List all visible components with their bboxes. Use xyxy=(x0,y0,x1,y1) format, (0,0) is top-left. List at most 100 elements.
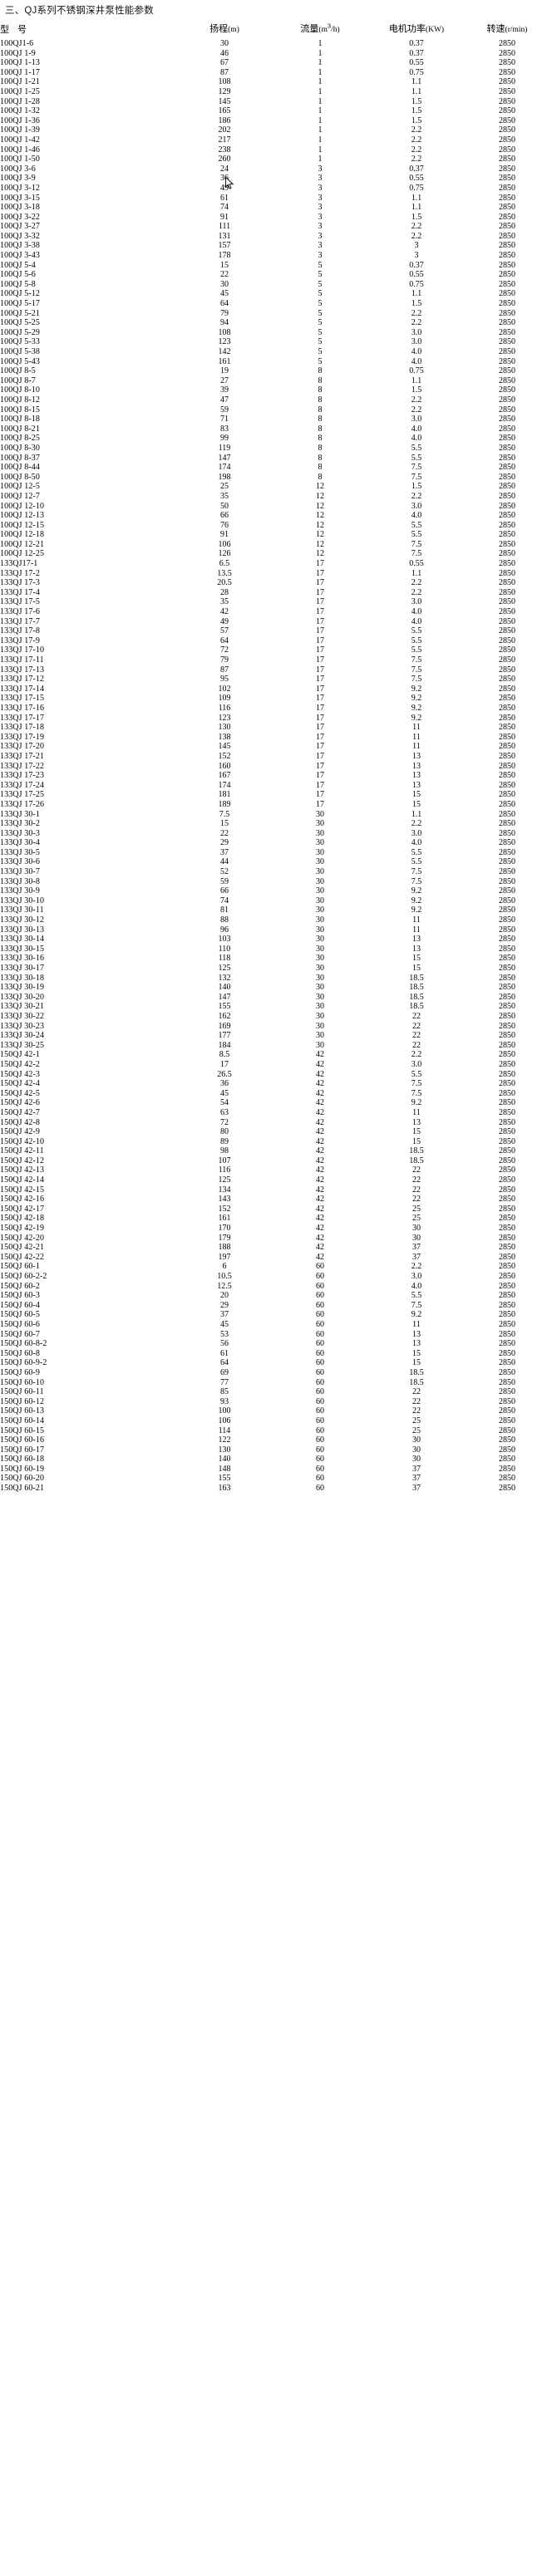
cell-head: 189 xyxy=(218,799,231,809)
cell-flow: 5 xyxy=(318,356,323,366)
cell-head: 64 xyxy=(220,635,229,645)
cell-model: 133QJ 30-12 xyxy=(0,915,45,925)
cell-head: 15 xyxy=(220,260,229,270)
cell-speed: 2850 xyxy=(499,1262,515,1272)
cell-head: 125 xyxy=(218,964,231,973)
cell-model: 133QJ 30-25 xyxy=(0,1040,45,1050)
cell-head: 35 xyxy=(220,597,229,607)
cell-speed: 2850 xyxy=(499,1272,515,1281)
cell-head: 46 xyxy=(220,48,229,58)
cell-speed: 2850 xyxy=(499,1339,515,1349)
cell-flow: 60 xyxy=(316,1319,324,1329)
cell-flow: 17 xyxy=(316,626,324,636)
cell-model: 150QJ 42-15 xyxy=(0,1185,45,1195)
cell-flow: 12 xyxy=(316,482,324,492)
cell-speed: 2850 xyxy=(499,1185,515,1195)
cell-power: 11 xyxy=(412,915,421,925)
cell-flow: 17 xyxy=(316,713,324,723)
cell-model: 133QJ 30-7 xyxy=(0,867,40,877)
cell-model: 150QJ 42-13 xyxy=(0,1165,45,1175)
table-row: 133QJ 17-18 130 17 11 2850 xyxy=(0,723,547,733)
cell-power: 5.5 xyxy=(411,626,422,636)
cell-power: 3.0 xyxy=(411,828,422,838)
cell-speed: 2850 xyxy=(499,115,515,125)
cell-speed: 2850 xyxy=(499,1117,515,1127)
cell-model: 150QJ 60-5 xyxy=(0,1310,40,1320)
cell-head: 6.5 xyxy=(219,559,230,569)
cell-power: 13 xyxy=(412,780,421,790)
cell-head: 30 xyxy=(220,39,229,48)
cell-flow: 42 xyxy=(316,1059,324,1069)
table-row: 150QJ 42-7 63 42 11 2850 xyxy=(0,1108,547,1118)
cell-head: 198 xyxy=(218,472,231,482)
table-row: 100QJ 5-33 123 5 3.0 2850 xyxy=(0,337,547,347)
cell-model: 133QJ 17-13 xyxy=(0,665,45,675)
cell-model: 100QJ 1-28 xyxy=(0,96,40,106)
cell-speed: 2850 xyxy=(499,356,515,366)
cell-model: 100QJ 1-50 xyxy=(0,155,40,164)
cell-speed: 2850 xyxy=(499,39,515,48)
cell-flow: 3 xyxy=(318,241,323,251)
cell-flow: 3 xyxy=(318,174,323,184)
cell-model: 150QJ 42-11 xyxy=(0,1146,44,1156)
cell-speed: 2850 xyxy=(499,973,515,983)
cell-head: 108 xyxy=(218,77,231,87)
cell-head: 47 xyxy=(220,395,229,405)
cell-speed: 2850 xyxy=(499,587,515,597)
cell-model: 150QJ 60-6 xyxy=(0,1319,40,1329)
cell-model: 150QJ 42-22 xyxy=(0,1252,45,1262)
cell-head: 22 xyxy=(220,828,229,838)
cell-speed: 2850 xyxy=(499,847,515,857)
cell-speed: 2850 xyxy=(499,1310,515,1320)
cell-head: 132 xyxy=(218,973,231,983)
cell-head: 162 xyxy=(218,1011,231,1021)
cell-model: 150QJ 42-10 xyxy=(0,1136,45,1146)
table-row: 133QJ 17-3 20.5 17 2.2 2850 xyxy=(0,578,547,588)
cell-flow: 60 xyxy=(316,1464,324,1474)
cell-power: 22 xyxy=(412,1396,421,1406)
table-row: 150QJ 42-20 179 42 30 2850 xyxy=(0,1234,547,1244)
cell-power: 5.5 xyxy=(411,635,422,645)
cell-power: 2.2 xyxy=(411,395,422,405)
cell-speed: 2850 xyxy=(499,155,515,164)
cell-speed: 2850 xyxy=(499,1425,515,1435)
cell-speed: 2850 xyxy=(499,231,515,241)
cell-flow: 30 xyxy=(316,915,324,925)
cell-flow: 1 xyxy=(318,135,323,145)
cell-model: 100QJ 5-17 xyxy=(0,299,40,309)
cell-model: 133QJ 17-25 xyxy=(0,790,45,800)
cell-model: 133QJ 30-16 xyxy=(0,954,45,964)
cell-head: 8.5 xyxy=(219,1050,230,1060)
cell-speed: 2850 xyxy=(499,453,515,463)
cell-power: 4.0 xyxy=(411,356,422,366)
cell-speed: 2850 xyxy=(499,549,515,559)
cell-flow: 17 xyxy=(316,587,324,597)
cell-power: 15 xyxy=(412,1358,421,1368)
cell-head: 52 xyxy=(220,867,229,877)
cell-model: 133QJ 17-17 xyxy=(0,713,45,723)
cell-speed: 2850 xyxy=(499,799,515,809)
cell-flow: 1 xyxy=(318,145,323,155)
column-header-model: 型号 xyxy=(0,23,175,39)
table-row: 100QJ 5-6 22 5 0.55 2850 xyxy=(0,270,547,280)
cell-head: 49 xyxy=(220,616,229,626)
cell-power: 9.2 xyxy=(411,1310,422,1320)
table-row: 133QJ 30-9 66 30 9.2 2850 xyxy=(0,886,547,896)
cell-power: 5.5 xyxy=(411,443,422,453)
table-row: 150QJ 60-2-2 10.5 60 3.0 2850 xyxy=(0,1272,547,1282)
cell-head: 59 xyxy=(220,876,229,886)
cell-speed: 2850 xyxy=(499,77,515,87)
cell-speed: 2850 xyxy=(499,684,515,694)
table-row: 150QJ 42-13 116 42 22 2850 xyxy=(0,1165,547,1175)
cell-head: 66 xyxy=(220,886,229,896)
cell-flow: 17 xyxy=(316,799,324,809)
cell-power: 9.2 xyxy=(411,684,422,694)
cell-power: 0.37 xyxy=(409,48,424,58)
cell-speed: 2850 xyxy=(499,482,515,492)
cell-model: 150QJ 60-11 xyxy=(0,1387,44,1397)
cell-model: 100QJ 5-8 xyxy=(0,279,36,289)
cell-power: 1.1 xyxy=(411,568,422,578)
cell-flow: 30 xyxy=(316,935,324,945)
cell-head: 167 xyxy=(218,771,231,781)
cell-speed: 2850 xyxy=(499,511,515,521)
